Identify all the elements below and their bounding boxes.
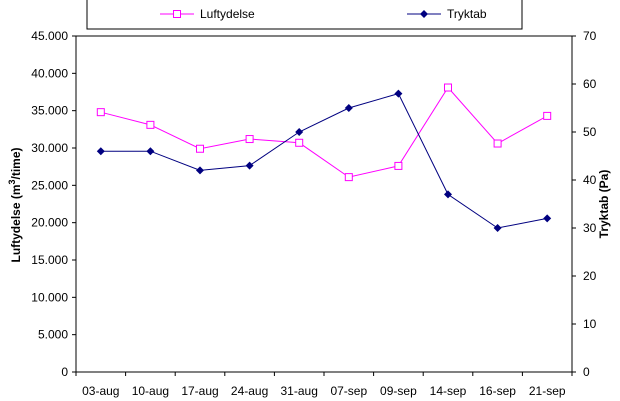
data-point-tryktab: [295, 128, 304, 136]
right-tick-label: 0: [583, 365, 590, 379]
data-point-luftydelse: [344, 173, 353, 182]
data-point-tryktab: [344, 104, 353, 112]
left-axis-title: Luftydelse (m3/time): [7, 147, 23, 262]
x-tick-label: 31-aug: [281, 384, 318, 398]
right-tick-label: 60: [583, 77, 597, 91]
data-point-luftydelse: [493, 139, 502, 148]
right-tick-label: 70: [583, 29, 597, 43]
left-tick-label: 10.000: [31, 290, 68, 304]
data-point-luftydelse: [196, 144, 204, 153]
legend: Luftydelse Tryktab: [86, 0, 523, 30]
series-line-tryktab: [100, 93, 548, 229]
legend-label-tryktab: Tryktab: [447, 7, 487, 21]
right-axis: 0 10 20 30 40 50 60 70: [572, 29, 597, 379]
data-point-tryktab: [543, 214, 552, 223]
left-tick-label: 30.000: [31, 141, 68, 155]
right-axis-title: Tryktab (Pa): [597, 170, 611, 239]
data-point-tryktab: [493, 224, 502, 232]
legend-marker-luftydelse: [173, 10, 181, 18]
data-point-luftydelse: [444, 83, 452, 92]
left-tick-label: 0: [61, 365, 68, 379]
left-tick-label: 45.000: [31, 29, 68, 43]
x-tick-label: 14-sep: [430, 384, 467, 398]
left-axis: 0 5.000 10.000 15.000 20.000 25.000 30.000 35.0…: [31, 29, 76, 379]
left-tick-label: 20.000: [31, 216, 68, 230]
series-tryktab: [96, 89, 552, 232]
x-tick-label: 24-aug: [231, 384, 268, 398]
left-tick-label: 5.000: [38, 328, 68, 342]
right-tick-label: 30: [583, 221, 597, 235]
x-tick-label: 16-sep: [479, 384, 516, 398]
x-tick-label: 03-aug: [82, 384, 119, 398]
data-point-luftydelse: [146, 120, 155, 129]
x-tick-label: 10-aug: [132, 384, 169, 398]
series-line-luftydelse: [100, 86, 548, 178]
plot-area: [75, 35, 573, 373]
data-point-luftydelse: [96, 108, 105, 117]
left-tick-label: 15.000: [31, 253, 68, 267]
left-tick-label: 40.000: [31, 66, 68, 80]
legend-marker-tryktab: [420, 10, 428, 18]
data-point-luftydelse: [394, 161, 403, 170]
data-point-tryktab: [96, 147, 105, 156]
data-point-tryktab: [196, 166, 204, 175]
legend-label-luftydelse: Luftydelse: [200, 7, 255, 21]
right-tick-label: 40: [583, 173, 597, 187]
x-tick-label: 21-sep: [529, 384, 566, 398]
data-point-tryktab: [245, 161, 254, 170]
data-point-tryktab: [146, 147, 155, 156]
left-tick-label: 25.000: [31, 178, 68, 192]
x-axis: 03-aug 10-aug 17-aug 24-aug 31-aug 07-sep 09-s…: [75, 372, 573, 398]
series-layer: [96, 83, 552, 232]
right-tick-label: 10: [583, 317, 597, 331]
left-tick-label: 35.000: [31, 104, 68, 118]
legend-box: [86, 0, 523, 30]
x-tick-label: 17-aug: [181, 384, 218, 398]
data-point-luftydelse: [295, 138, 304, 147]
data-point-tryktab: [394, 89, 403, 98]
right-tick-label: 50: [583, 125, 597, 139]
series-luftydelse: [96, 83, 552, 182]
data-point-tryktab: [444, 190, 452, 199]
data-point-luftydelse: [245, 135, 254, 144]
x-tick-label: 09-sep: [380, 384, 417, 398]
data-point-luftydelse: [543, 111, 552, 120]
right-tick-label: 20: [583, 269, 597, 283]
x-tick-label: 07-sep: [330, 384, 367, 398]
